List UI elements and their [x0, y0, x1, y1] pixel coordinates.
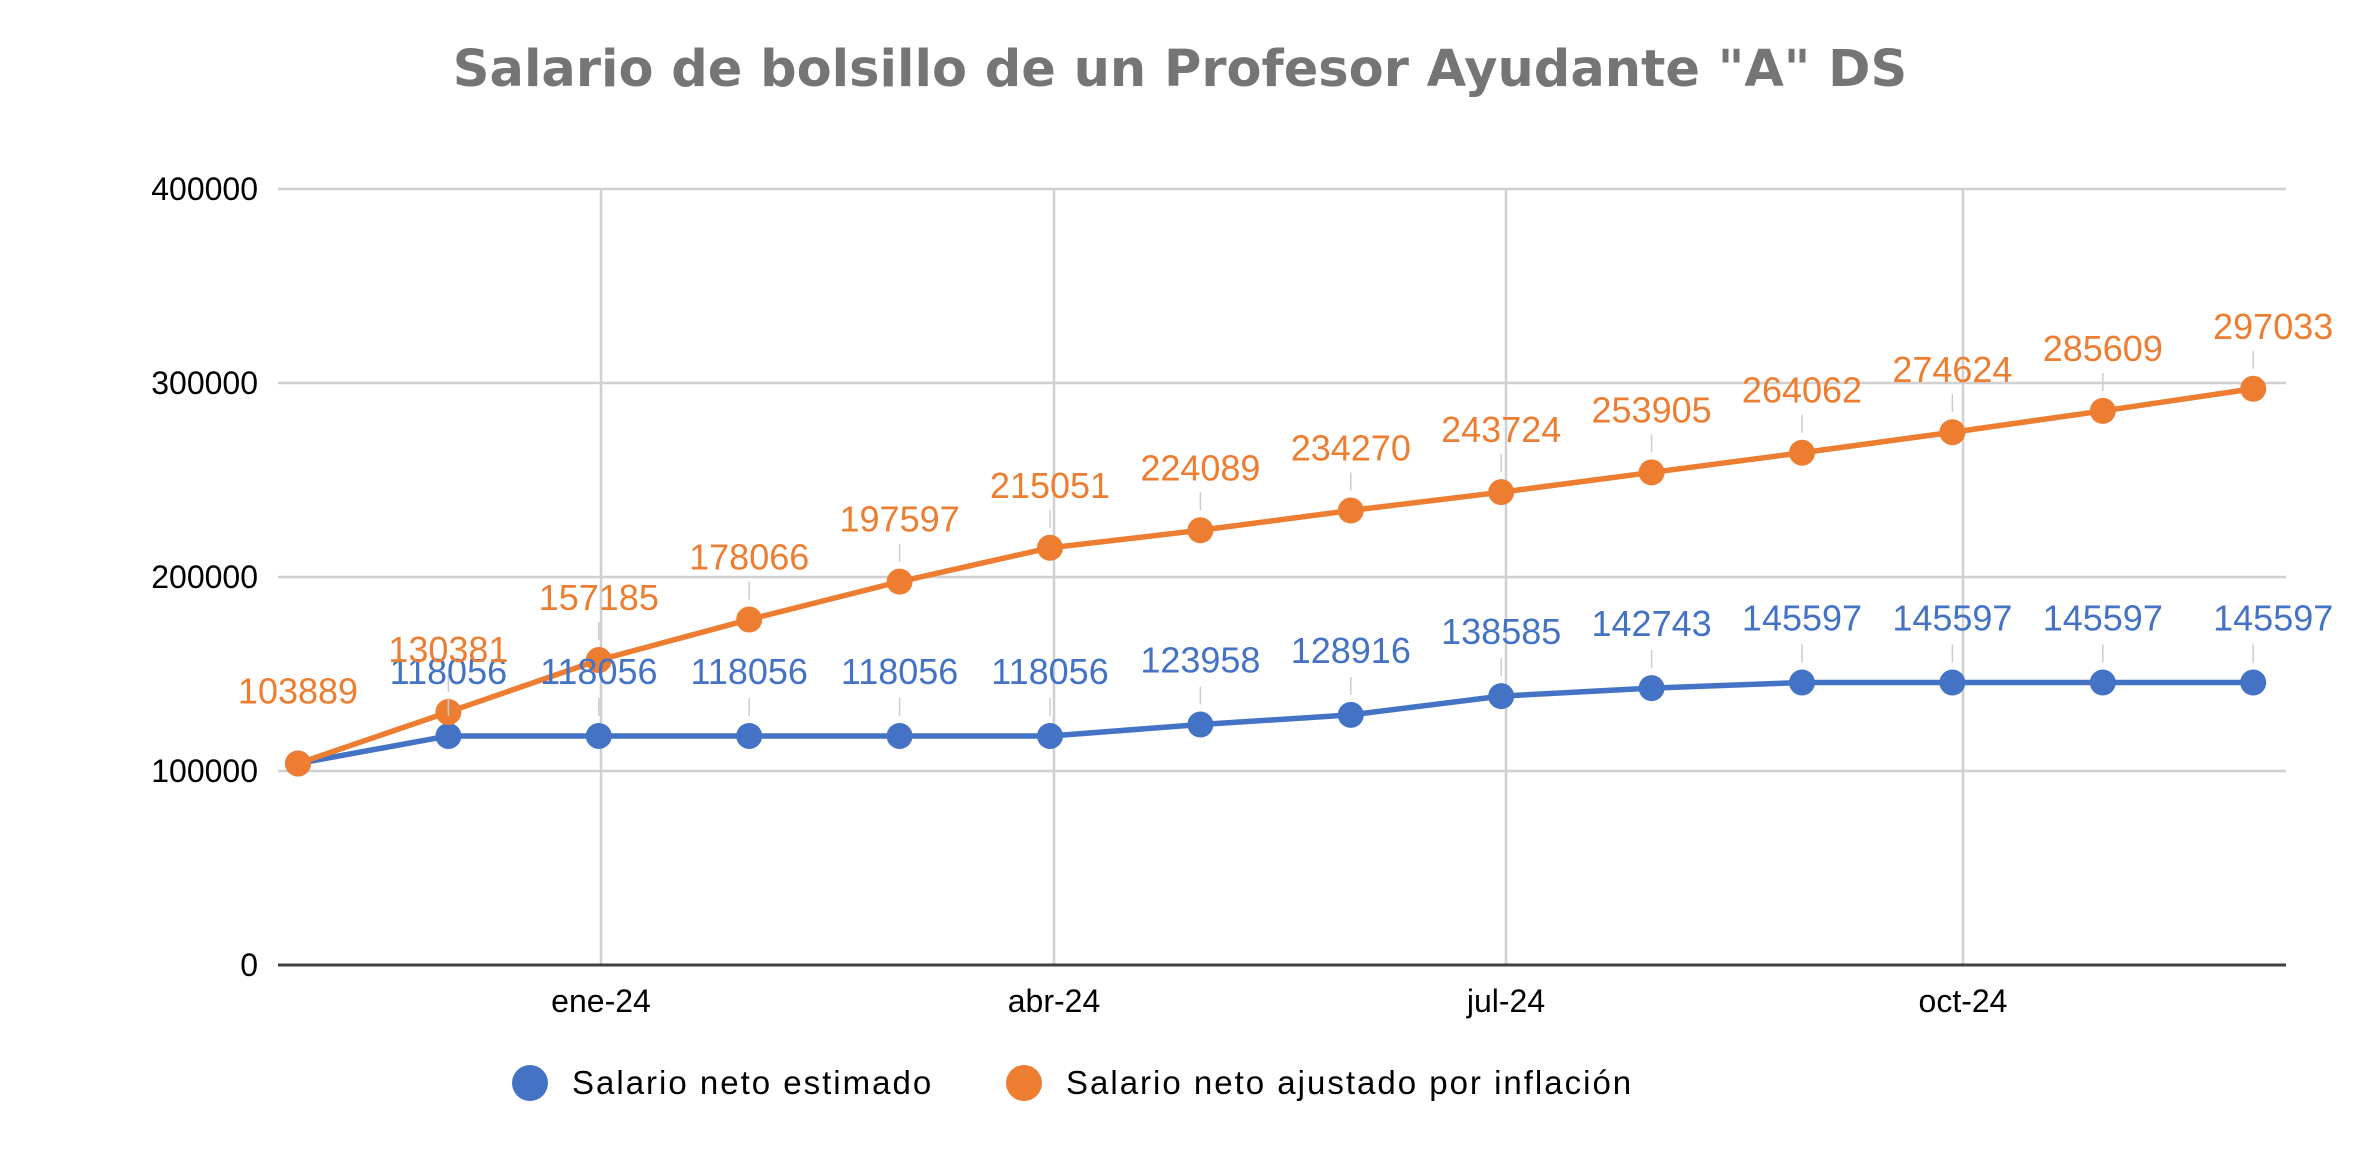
data-point: [736, 722, 763, 749]
data-label: 264062: [1742, 370, 1862, 411]
data-point: [1488, 479, 1515, 506]
data-point: [1789, 669, 1815, 696]
data-label: 197597: [840, 499, 960, 540]
data-point: [1638, 459, 1665, 486]
x-axis-ticks: ene-24 abr-24 jul-24 oct-24: [551, 983, 2007, 1019]
legend-marker: [512, 1065, 548, 1101]
series-line-1: [297, 679, 2254, 767]
data-point: [886, 568, 913, 595]
data-point: [1037, 534, 1063, 561]
data-point: [585, 647, 612, 674]
data-point: [585, 722, 612, 749]
data-point: [285, 750, 311, 777]
data-point: [1037, 722, 1063, 749]
data-label: 118056: [991, 651, 1108, 692]
data-label: 118056: [841, 651, 958, 692]
y-tick-label: 0: [240, 947, 258, 983]
chart-title: Salario de bolsillo de un Profesor Ayuda…: [453, 40, 1907, 99]
data-point: [2240, 375, 2267, 402]
series-group: [285, 375, 2267, 777]
data-label: 178066: [689, 537, 809, 578]
data-label: 215051: [990, 465, 1110, 506]
data-point: [2240, 669, 2267, 696]
data-labels: 118056 118056 118056 118056 118056 123958 1289…: [238, 306, 2333, 716]
data-point: [1789, 439, 1815, 466]
data-point: [1187, 711, 1214, 738]
x-tick-label: oct-24: [1919, 983, 2008, 1019]
x-tick-label: abr-24: [1008, 983, 1101, 1019]
y-axis-ticks: 0 100000 200000 300000 400000: [151, 171, 258, 983]
data-label: 224089: [1140, 447, 1260, 488]
y-tick-label: 200000: [151, 559, 258, 595]
data-point: [1939, 669, 1966, 696]
data-point: [886, 722, 913, 749]
data-label: 243724: [1441, 409, 1561, 450]
data-point: [1638, 675, 1665, 702]
grid-lines: [278, 187, 2286, 967]
data-point: [736, 606, 763, 633]
data-label: 145597: [2213, 598, 2333, 639]
data-label: 145597: [1742, 598, 1862, 639]
data-label: 145597: [2043, 598, 2163, 639]
data-label: 128916: [1291, 630, 1411, 671]
x-tick-label: jul-24: [1466, 983, 1545, 1019]
data-label: 142743: [1592, 603, 1712, 644]
data-point: [1939, 419, 1966, 446]
x-tick-label: ene-24: [551, 983, 651, 1019]
data-point: [1337, 701, 1364, 728]
data-point: [1337, 497, 1364, 524]
data-label: 103889: [238, 670, 358, 711]
data-label: 118056: [540, 651, 657, 692]
legend: Salario neto estimado Salario neto ajusta…: [512, 1064, 1633, 1101]
data-point: [435, 722, 462, 749]
data-point: [1488, 683, 1515, 710]
data-label: 118056: [690, 651, 807, 692]
data-label: 145597: [1892, 598, 2012, 639]
data-label: 285609: [2043, 328, 2163, 369]
y-tick-label: 400000: [151, 171, 258, 207]
data-label: 234270: [1291, 428, 1411, 469]
data-label: 253905: [1592, 389, 1712, 430]
y-tick-label: 100000: [151, 753, 258, 789]
legend-label: Salario neto ajustado por inflación: [1066, 1064, 1633, 1101]
data-point: [1187, 517, 1214, 544]
data-point: [2089, 397, 2116, 424]
y-tick-label: 300000: [151, 365, 258, 401]
data-label: 157185: [539, 577, 659, 618]
data-label: 130381: [388, 629, 508, 670]
data-label: 123958: [1140, 640, 1260, 681]
data-point: [2089, 669, 2116, 696]
series-line-2: [297, 386, 2254, 767]
data-label: 274624: [1892, 349, 2012, 390]
data-label: 138585: [1441, 611, 1561, 652]
data-label: 118056: [390, 651, 507, 692]
data-label: 297033: [2213, 306, 2333, 347]
legend-marker: [1006, 1065, 1042, 1101]
legend-label: Salario neto estimado: [572, 1064, 933, 1101]
